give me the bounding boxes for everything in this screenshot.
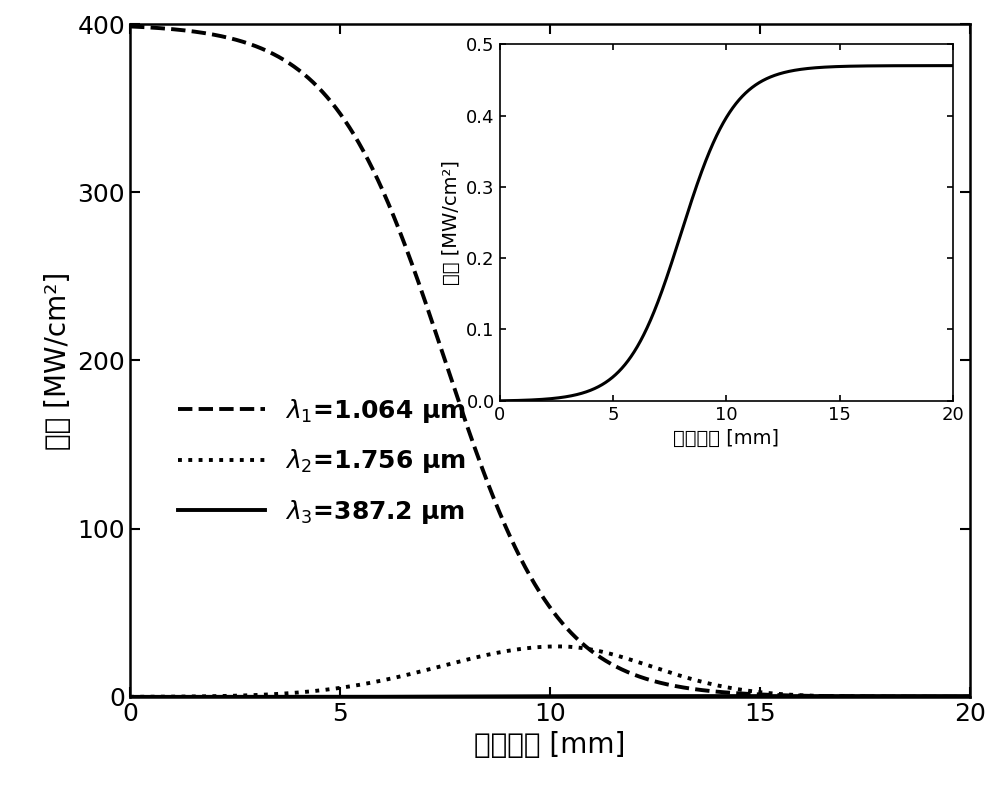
X-axis label: 晶体长度 [mm]: 晶体长度 [mm] (474, 731, 626, 759)
Y-axis label: 强度 [MW/cm²]: 强度 [MW/cm²] (44, 272, 72, 449)
Legend: $\lambda_1$=1.064 μm, $\lambda_2$=1.756 μm, $\lambda_3$=387.2 μm: $\lambda_1$=1.064 μm, $\lambda_2$=1.756 … (168, 387, 476, 536)
